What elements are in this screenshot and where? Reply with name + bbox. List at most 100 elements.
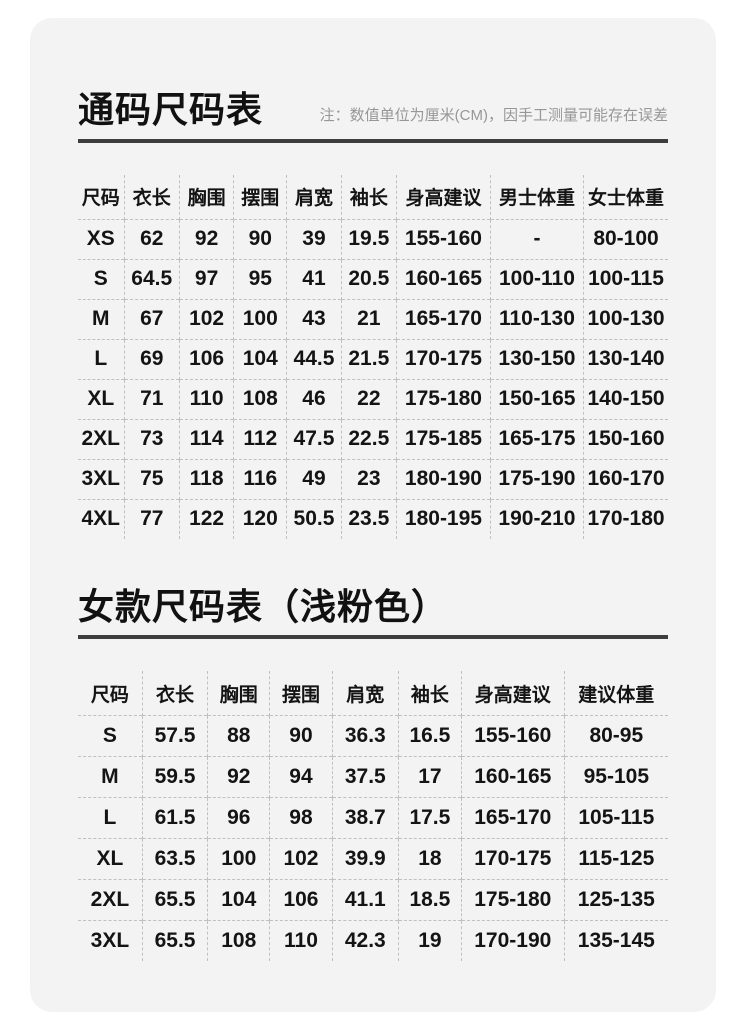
- measurement-cell: 170-190: [461, 920, 565, 962]
- measurement-cell: 88: [207, 715, 271, 757]
- size-label: 3XL: [78, 920, 143, 962]
- section-women-sizes: 女款尺码表（浅粉色） 尺码 衣长 胸围 摆围 肩宽 袖长 身高建议 建议体重 S 57.5 88 9…: [78, 539, 668, 962]
- column-header: 袖长: [341, 174, 398, 220]
- column-header: 胸围: [207, 671, 271, 716]
- measurement-cell: 118: [179, 459, 235, 500]
- column-header: 衣长: [142, 671, 209, 716]
- size-label: 2XL: [78, 879, 143, 921]
- size-label: XL: [78, 838, 143, 880]
- size-label: 2XL: [78, 419, 125, 460]
- column-header: 尺码: [78, 174, 125, 220]
- measurement-cell: 19.5: [341, 219, 398, 260]
- section-header: 女款尺码表（浅粉色）: [78, 539, 668, 627]
- table-row: 3XL 75 118 116 49 23 180-190 175-190 160-170: [78, 459, 668, 500]
- measurement-cell: 175-180: [396, 379, 491, 420]
- measurement-cell: 19: [398, 920, 462, 962]
- measurement-cell: 170-175: [396, 339, 491, 380]
- measurement-cell: 100-110: [490, 259, 585, 300]
- table-row: 3XL 65.5 108 110 42.3 19 170-190 135-145: [78, 920, 668, 962]
- measurement-cell: 38.7: [332, 797, 399, 839]
- measurement-cell: 175-190: [490, 459, 585, 500]
- column-header: 女士体重: [588, 188, 665, 210]
- column-header: 建议体重: [578, 684, 655, 706]
- column-header: 摆围: [269, 671, 333, 716]
- measurement-cell: 104: [207, 879, 271, 921]
- measurement-cell: 23.5: [341, 499, 398, 539]
- measurement-cell: 20.5: [341, 259, 398, 300]
- measurement-cell: 50.5: [286, 499, 342, 539]
- measurement-cell: 17: [398, 756, 462, 798]
- column-header: 男士体重: [490, 174, 585, 220]
- universal-size-table: 尺码 衣长 胸围 摆围 肩宽 袖长 身高建议 男士体重 女士体重 XS 62 92 90 39 19.5 1…: [78, 174, 668, 539]
- measurement-cell: 125-135: [577, 888, 655, 912]
- column-header: 身高建议: [396, 174, 491, 220]
- table-row: XL 63.5 100 102 39.9 18 170-175 115-125: [78, 838, 668, 880]
- measurement-cell: 18.5: [398, 879, 462, 921]
- measurement-cell: 95: [233, 259, 288, 300]
- measurement-cell: 108: [207, 920, 271, 962]
- measurement-cell: 21.5: [341, 339, 398, 380]
- measurement-cell: 36.3: [332, 715, 399, 757]
- table-row: 2XL 65.5 104 106 41.1 18.5 175-180 125-135: [78, 879, 668, 921]
- measurement-cell: 64.5: [124, 259, 180, 300]
- measurement-cell: 65.5: [142, 920, 209, 962]
- measurement-cell: 170-175: [461, 838, 565, 880]
- measurement-cell: 104: [233, 339, 288, 380]
- measurement-cell: 100: [233, 299, 288, 340]
- measurement-cell: 90: [269, 715, 333, 757]
- column-header: 肩宽: [286, 174, 342, 220]
- size-label: L: [78, 339, 125, 380]
- women-size-table: 尺码 衣长 胸围 摆围 肩宽 袖长 身高建议 建议体重 S 57.5 88 90 36.3 16.5 15…: [78, 671, 668, 962]
- measurement-cell: 110: [179, 379, 235, 420]
- measurement-cell: 46: [286, 379, 342, 420]
- column-header: 衣长: [124, 174, 180, 220]
- column-header: 摆围: [233, 174, 288, 220]
- table-row: M 59.5 92 94 37.5 17 160-165 95-105: [78, 756, 668, 798]
- measurement-cell: 102: [269, 838, 333, 880]
- measurement-cell: 23: [341, 459, 398, 500]
- table-row: S 64.5 97 95 41 20.5 160-165 100-110 100-115: [78, 259, 668, 300]
- measurement-cell: 43: [286, 299, 342, 340]
- measurement-cell: 39: [286, 219, 342, 260]
- table-row: 2XL 73 114 112 47.5 22.5 175-185 165-175 150-160: [78, 419, 668, 460]
- measurement-cell: 61.5: [142, 797, 209, 839]
- table-row: L 69 106 104 44.5 21.5 170-175 130-150 130-140: [78, 339, 668, 380]
- measurement-cell: 155-160: [396, 219, 491, 260]
- measurement-cell: 17.5: [398, 797, 462, 839]
- measurement-cell: 41.1: [332, 879, 399, 921]
- measurement-cell: -: [490, 219, 585, 260]
- measurement-cell: 92: [207, 756, 271, 798]
- measurement-cell: 90: [233, 219, 288, 260]
- measurement-cell: 49: [286, 459, 342, 500]
- column-header: 身高建议: [461, 671, 565, 716]
- measurement-cell: 57.5: [142, 715, 209, 757]
- size-label: 4XL: [78, 499, 125, 539]
- measurement-cell: 122: [179, 499, 235, 539]
- table-header-row: 尺码 衣长 胸围 摆围 肩宽 袖长 身高建议 建议体重: [78, 671, 668, 716]
- measurement-cell: 67: [124, 299, 180, 340]
- measurement-cell: 100-130: [587, 307, 665, 331]
- size-chart-card: 通码尺码表 注：数值单位为厘米(CM)，因手工测量可能存在误差 尺码 衣长 胸围 摆围…: [30, 18, 716, 1012]
- measurement-cell: 116: [233, 459, 288, 500]
- size-label: XS: [78, 219, 125, 260]
- measurement-cell: 16.5: [398, 715, 462, 757]
- measurement-cell: 150-160: [587, 427, 665, 451]
- measurement-cell: 106: [269, 879, 333, 921]
- measurement-cell: 130-150: [490, 339, 585, 380]
- section-universal-sizes: 通码尺码表 注：数值单位为厘米(CM)，因手工测量可能存在误差 尺码 衣长 胸围 摆围…: [78, 18, 668, 539]
- measurement-cell: 106: [179, 339, 235, 380]
- measurement-cell: 92: [179, 219, 235, 260]
- measurement-cell: 100: [207, 838, 271, 880]
- column-header: 肩宽: [332, 671, 399, 716]
- measurement-cell: 100-115: [588, 267, 664, 291]
- measurement-cell: 41: [286, 259, 342, 300]
- measurement-cell: 150-165: [490, 379, 585, 420]
- measurement-cell: 21: [341, 299, 398, 340]
- measurement-cell: 110: [269, 920, 333, 962]
- measurement-cell: 47.5: [286, 419, 342, 460]
- size-label: XL: [78, 379, 125, 420]
- measurement-cell: 175-185: [396, 419, 491, 460]
- measurement-cell: 165-175: [490, 419, 585, 460]
- measurement-cell: 180-190: [396, 459, 491, 500]
- measurement-cell: 97: [179, 259, 235, 300]
